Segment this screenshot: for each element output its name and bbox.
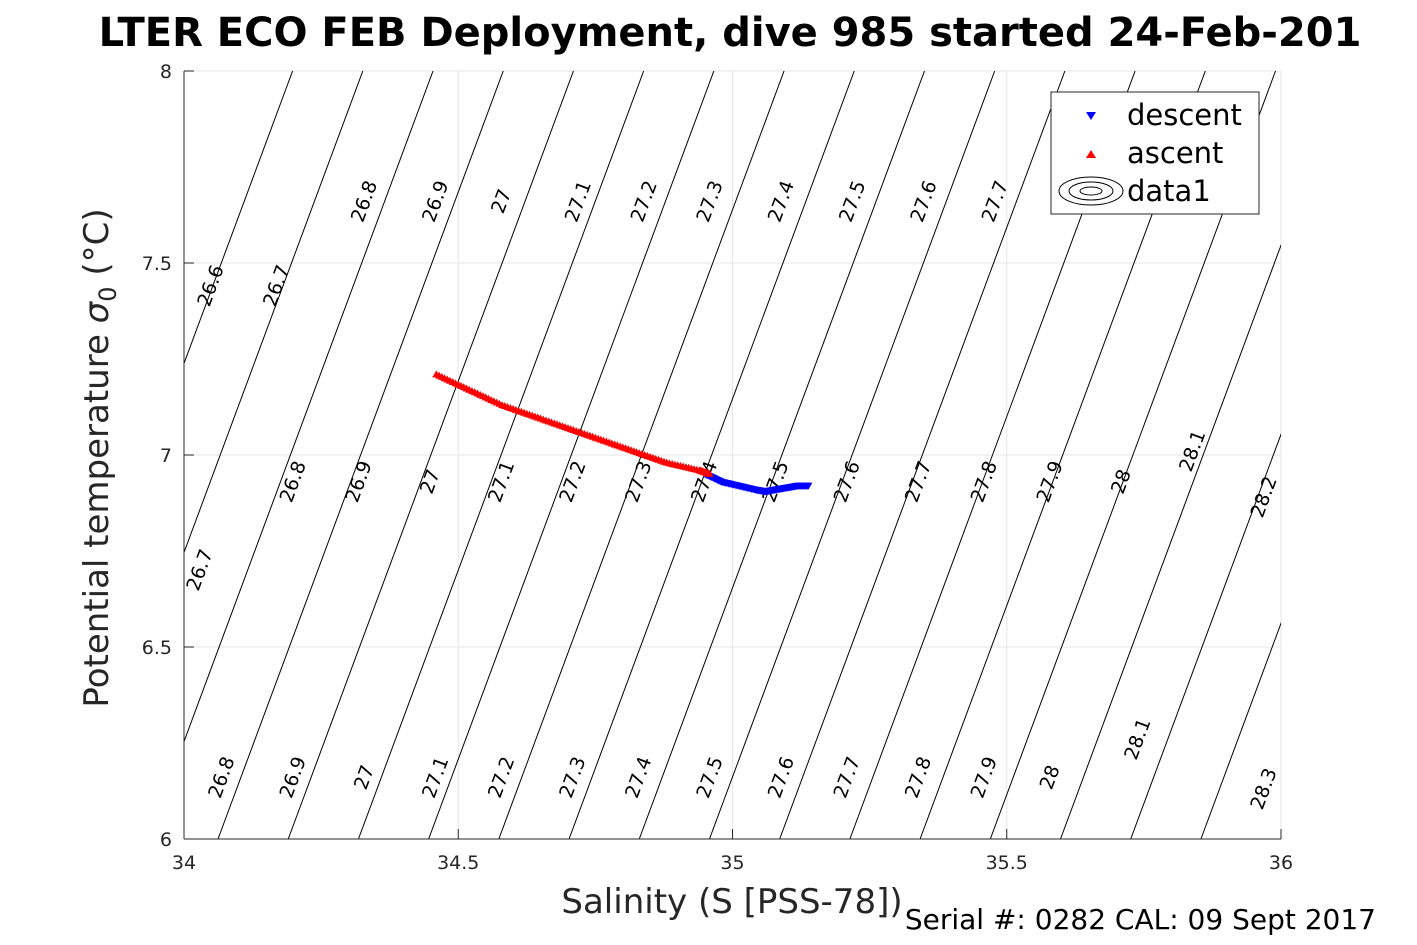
- series-descent: [701, 471, 813, 496]
- isopycnal-line: [357, 71, 645, 839]
- isopycnal-line: [1130, 432, 1281, 839]
- ascent-marker: [705, 469, 714, 477]
- isopycnal-line: [708, 71, 996, 839]
- isopycnal-line: [568, 71, 855, 839]
- axis-ticks: 34 34.5 35 35.5 36 6 6.5 7 7.5 8: [142, 61, 1293, 874]
- legend-data1-label: data1: [1127, 174, 1211, 208]
- legend-ascent-marker: [1086, 150, 1096, 158]
- x-tick-label: 36: [1269, 852, 1293, 874]
- isopycnal-line: [184, 71, 364, 554]
- isopycnal-line: [287, 71, 574, 839]
- legend-box: [1050, 91, 1260, 215]
- legend: descent ascent data1: [1050, 91, 1260, 215]
- x-tick-label: 35.5: [986, 852, 1028, 874]
- y-tick-label: 7: [160, 445, 172, 467]
- isopycnal-line: [428, 71, 715, 839]
- y-tick-label: 7.5: [142, 253, 172, 275]
- y-tick-label: 8: [160, 61, 172, 83]
- y-axis-label-unit: (°C): [77, 208, 117, 286]
- isopycnal-line: [1060, 243, 1281, 839]
- legend-descent-label: descent: [1127, 98, 1242, 132]
- isopycnal-line: [184, 71, 434, 743]
- series-ascent: [432, 370, 714, 477]
- chart-title: LTER ECO FEB Deployment, dive 985 starte…: [99, 10, 1362, 56]
- isopycnal-line: [184, 71, 294, 365]
- isopycnal-line: [1200, 621, 1281, 839]
- legend-data1-contour-icon: [1058, 176, 1124, 206]
- x-tick-label: 35: [720, 852, 744, 874]
- legend-descent-marker: [1086, 112, 1096, 120]
- x-tick-label: 34.5: [437, 852, 479, 874]
- legend-ascent-label: ascent: [1127, 136, 1223, 170]
- y-axis-label-text: Potential temperature: [77, 323, 117, 707]
- y-tick-label: 6: [160, 829, 172, 851]
- x-tick-label: 34: [172, 852, 196, 874]
- isopycnal-line: [779, 71, 1066, 839]
- y-axis-label-symbol: σ: [77, 300, 117, 323]
- data-series: [432, 370, 813, 496]
- isopycnal-line: [638, 71, 925, 839]
- y-axis-label: Potential temperature σ0 (°C): [77, 208, 122, 707]
- isopycnal-line: [217, 71, 504, 839]
- descent-marker: [804, 482, 813, 490]
- x-axis-label: Salinity (S [PSS-78]): [561, 882, 902, 922]
- y-tick-label: 6.5: [142, 637, 172, 659]
- footer-serial-cal: Serial #: 0282 CAL: 09 Sept 2017: [905, 903, 1376, 936]
- y-axis-label-subscript: 0: [94, 286, 122, 301]
